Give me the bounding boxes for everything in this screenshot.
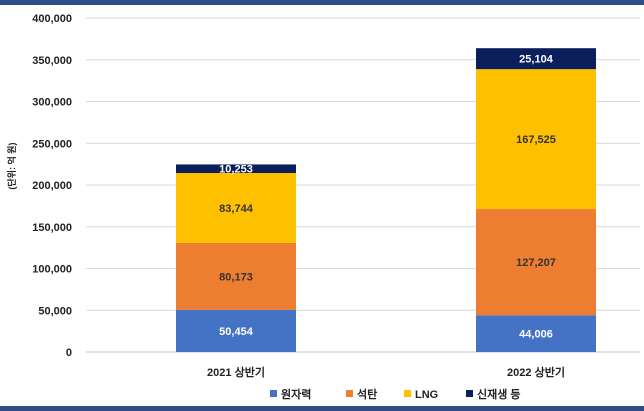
data-label: 127,207 bbox=[516, 257, 556, 269]
bar-segment bbox=[176, 173, 296, 243]
bottom-border-band bbox=[0, 406, 644, 411]
y-tick-label: 50,000 bbox=[38, 305, 72, 317]
bar-segment bbox=[176, 242, 296, 310]
y-tick-label: 300,000 bbox=[32, 97, 72, 109]
y-tick-label: 100,000 bbox=[32, 264, 72, 276]
bar-segment bbox=[176, 164, 296, 174]
y-tick-label: 0 bbox=[66, 347, 72, 359]
y-axis-ticks: 0 50,000 100,000 150,000 200,000 250,000 300,0… bbox=[32, 13, 72, 359]
x-tick-label: 2021 상반기 bbox=[207, 365, 265, 379]
legend: 원자력 석탄 LNG 신재생 등 bbox=[270, 387, 521, 401]
bar-segment bbox=[476, 48, 596, 70]
legend-label: 신재생 등 bbox=[477, 387, 521, 401]
y-tick-label: 400,000 bbox=[32, 13, 72, 25]
bars: 50,454 80,173 83,744 10,253 44,006 127,207 167… bbox=[176, 48, 596, 352]
bar-segment bbox=[476, 315, 596, 352]
legend-label: 석탄 bbox=[357, 387, 377, 401]
legend-label: 원자력 bbox=[281, 387, 311, 401]
x-tick-label: 2022 상반기 bbox=[507, 365, 565, 379]
y-tick-label: 350,000 bbox=[32, 55, 72, 67]
legend-swatch bbox=[404, 390, 411, 397]
data-label: 10,253 bbox=[219, 164, 253, 176]
data-label: 44,006 bbox=[519, 329, 553, 341]
y-axis-label: (단위: 억 원) bbox=[6, 142, 17, 189]
y-tick-label: 250,000 bbox=[32, 138, 72, 150]
y-tick-label: 150,000 bbox=[32, 222, 72, 234]
data-label: 50,454 bbox=[219, 326, 254, 338]
legend-swatch bbox=[270, 390, 277, 397]
category-labels: 2021 상반기 2022 상반기 bbox=[207, 365, 565, 379]
top-border-band bbox=[0, 0, 644, 5]
legend-label: LNG bbox=[415, 389, 438, 401]
legend-swatch bbox=[346, 390, 353, 397]
bar-segment bbox=[176, 309, 296, 352]
data-label: 80,173 bbox=[219, 271, 253, 283]
bar-segment bbox=[476, 69, 596, 210]
legend-swatch bbox=[466, 390, 473, 397]
data-label: 25,104 bbox=[519, 54, 554, 66]
data-label: 83,744 bbox=[219, 203, 254, 215]
bar-segment bbox=[476, 209, 596, 316]
y-tick-label: 200,000 bbox=[32, 180, 72, 192]
data-label: 167,525 bbox=[516, 134, 556, 146]
